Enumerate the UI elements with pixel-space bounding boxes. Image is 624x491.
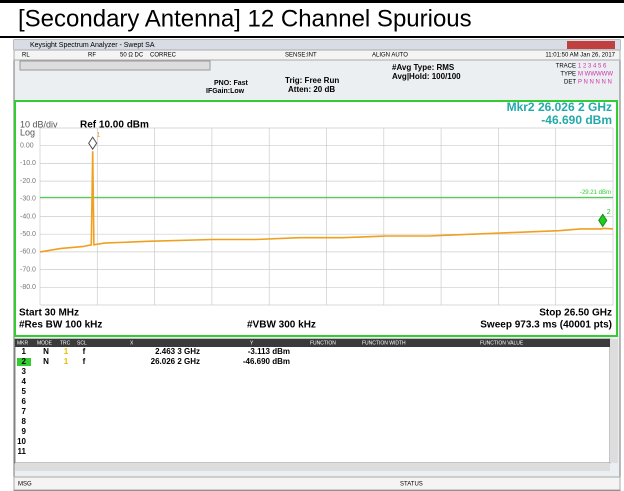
ref-level: Ref 10.00 dBm [80, 120, 149, 131]
stop: Stop 26.50 GHz [539, 308, 612, 319]
marker-readout: -46.690 dBm [541, 113, 612, 127]
rule [0, 36, 624, 38]
setting: IFGain:Low [206, 88, 245, 95]
y-tick-label: -80.0 [20, 284, 36, 291]
column-header: SCL [77, 340, 87, 346]
cell: 1 [64, 347, 69, 356]
column-header: FUNCTION WIDTH [362, 340, 406, 346]
cell: N [43, 347, 49, 356]
setting: Trig: Free Run [285, 76, 339, 85]
cell: f [83, 347, 86, 356]
cell: -46.690 dBm [243, 357, 290, 366]
y-tick-label: -60.0 [20, 249, 36, 256]
marker-label: 2 [607, 209, 611, 216]
marker-label: 1 [97, 132, 101, 139]
cell: 10 [17, 437, 26, 446]
marker [88, 136, 98, 151]
cell: N [43, 357, 49, 366]
marker [598, 213, 608, 228]
status-bar [13, 476, 621, 491]
cell: 26.026 2 GHz [151, 357, 200, 366]
start: Start 30 MHz [19, 308, 79, 319]
cell: 7 [22, 407, 27, 416]
toolbar-item: RF [88, 53, 96, 59]
setting: PNO: Fast [214, 80, 249, 87]
toolbar-item: SENSE:INT [285, 53, 317, 59]
status: STATUS [400, 482, 423, 488]
y-tick-label: -30.0 [20, 196, 36, 203]
top-rule [0, 0, 624, 3]
column-header: MKR [17, 340, 29, 346]
cell: f [83, 357, 86, 366]
cell: 2.463 3 GHz [155, 347, 200, 356]
cell: 6 [22, 397, 27, 406]
y-tick-label: -50.0 [20, 231, 36, 238]
cell: -3.113 dBm [248, 347, 290, 356]
entry-box [19, 60, 211, 71]
toolbar-item: 50 Ω DC [120, 53, 144, 59]
toolbar-item: RL [22, 53, 30, 59]
table-header [15, 339, 610, 347]
vbw: #VBW 300 kHz [247, 320, 316, 331]
h-scrollbar[interactable] [15, 463, 610, 471]
column-header: FUNCTION [310, 340, 336, 346]
scrollbar[interactable] [610, 339, 618, 463]
setting: Avg|Hold: 100/100 [392, 72, 461, 81]
y-tick-label: -40.0 [20, 213, 36, 220]
toolbar-item: ALIGN AUTO [372, 53, 408, 59]
cell: 8 [22, 417, 27, 426]
trace-info: M WWWWW [578, 72, 613, 78]
cell: 9 [22, 427, 27, 436]
y-tick-label: -10.0 [20, 160, 36, 167]
y-tick-label: -20.0 [20, 178, 36, 185]
toolbar-item: 11:01:50 AM Jan 26, 2017 [545, 53, 615, 59]
column-header: MODE [37, 340, 53, 346]
cell: 2 [22, 357, 27, 366]
display-line-label: -29.21 dBm [580, 190, 611, 196]
msg: MSG [18, 482, 32, 488]
setting: #Avg Type: RMS [392, 63, 455, 72]
cell: 5 [22, 387, 27, 396]
cell: 1 [64, 357, 69, 366]
toolbar-item: CORREC [150, 53, 177, 59]
marker-table [14, 338, 611, 464]
page-title: [Secondary Antenna] 12 Channel Spurious [18, 5, 472, 32]
column-header: TRC [60, 340, 71, 346]
y-tick-label: -70.0 [20, 266, 36, 273]
log: Log [20, 127, 35, 137]
rbw: #Res BW 100 kHz [19, 320, 102, 331]
cell: 3 [22, 367, 27, 376]
column-header: FUNCTION VALUE [480, 340, 524, 346]
cell: 1 [22, 347, 27, 356]
cell: 4 [22, 377, 27, 386]
trace-info: P N N N N N [578, 80, 612, 86]
trace-info: DET [564, 80, 576, 86]
toolbar [13, 49, 621, 61]
trace-info: 1 2 3 4 5 6 [578, 64, 607, 70]
trace [39, 151, 614, 253]
window-title: Keysight Spectrum Analyzer - Swept SA [30, 42, 155, 49]
trace-info: TRACE [556, 64, 576, 70]
scale: 10 dB/div [20, 119, 58, 129]
title-bar [14, 40, 620, 50]
marker-readout: Mkr2 26.026 2 GHz [507, 100, 612, 114]
plot-frame [14, 100, 618, 337]
cell: 11 [18, 447, 27, 456]
trace-info: TYPE [560, 72, 576, 78]
y-tick-label: 0.00 [20, 143, 34, 150]
window-buttons[interactable] [567, 41, 615, 49]
setting: Atten: 20 dB [288, 85, 335, 94]
selected-row [17, 358, 31, 366]
sweep: Sweep 973.3 ms (40001 pts) [480, 320, 612, 331]
column-header: X [130, 340, 134, 346]
column-header: Y [250, 340, 254, 346]
